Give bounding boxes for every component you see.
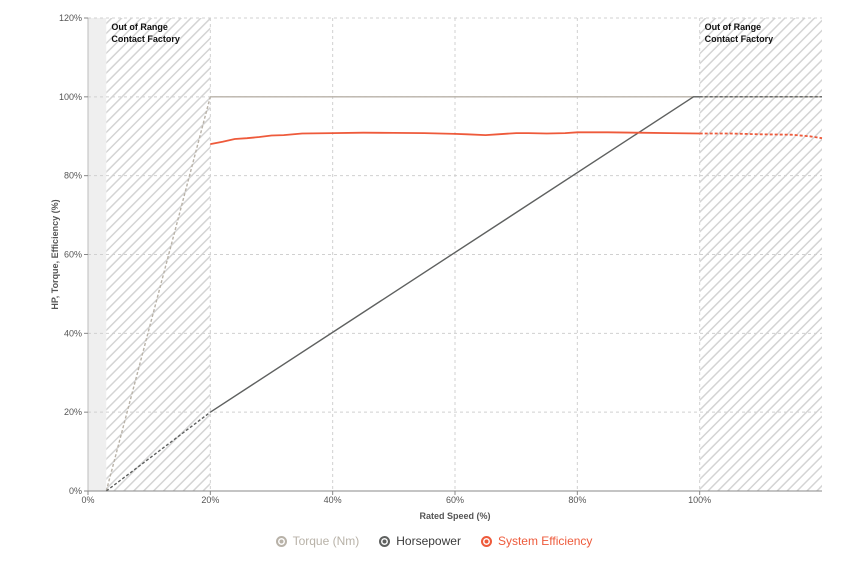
series-line-system-efficiency-dashed [699, 132, 823, 140]
y-tick-label: 80% [64, 171, 82, 181]
legend: Torque (Nm) Horsepower System Efficiency [0, 534, 868, 548]
x-tick-label: 60% [446, 495, 464, 505]
left-gutter-shade [88, 18, 107, 491]
series-line-system-efficiency [210, 131, 700, 145]
axes: 0% 20% 40% 60% 80% 100% 0% 20% 40% 60% 80% 100% 120% [59, 13, 822, 505]
out-of-range-zone [106, 18, 211, 491]
chart-svg: Out of Range Contact Factory Out of Range C… [50, 13, 823, 521]
series-layer [105, 96, 823, 492]
y-tick-label: 40% [64, 328, 82, 338]
legend-marker-system-efficiency [480, 535, 492, 547]
y-axis-title: HP, Torque, Efficiency (%) [50, 199, 60, 309]
series-line-horsepower-dashed [105, 411, 211, 492]
zone-label: Out of Range [705, 22, 762, 32]
y-tick-label: 0% [69, 486, 82, 496]
legend-item-system-efficiency[interactable]: System Efficiency [480, 534, 593, 548]
y-tick-label: 60% [64, 250, 82, 260]
legend-label-horsepower: Horsepower [396, 534, 461, 548]
y-tick-label: 120% [59, 13, 82, 23]
series-horsepower [105, 96, 822, 492]
y-tick-label: 100% [59, 92, 82, 102]
legend-label-torque: Torque (Nm) [292, 534, 360, 548]
x-tick-label: 80% [568, 495, 586, 505]
y-tick-label: 20% [64, 407, 82, 417]
x-axis-title: Rated Speed (%) [419, 511, 490, 521]
zone-sublabel: Contact Factory [111, 34, 180, 44]
x-tick-label: 0% [81, 495, 94, 505]
legend-label-system-efficiency: System Efficiency [497, 534, 593, 548]
x-tick-label: 100% [688, 495, 711, 505]
series-line-horsepower [209, 96, 700, 413]
x-tick-label: 40% [324, 495, 342, 505]
series-line-torque-nm-dashed [105, 96, 211, 492]
legend-item-torque[interactable]: Torque (Nm) [275, 534, 360, 548]
x-tick-label: 20% [201, 495, 219, 505]
zone-label: Out of Range [111, 22, 168, 32]
zone-sublabel: Contact Factory [705, 34, 774, 44]
legend-marker-torque [275, 535, 287, 547]
legend-item-horsepower[interactable]: Horsepower [379, 534, 461, 548]
series-system-efficiency [210, 131, 823, 145]
legend-marker-horsepower [379, 535, 391, 547]
